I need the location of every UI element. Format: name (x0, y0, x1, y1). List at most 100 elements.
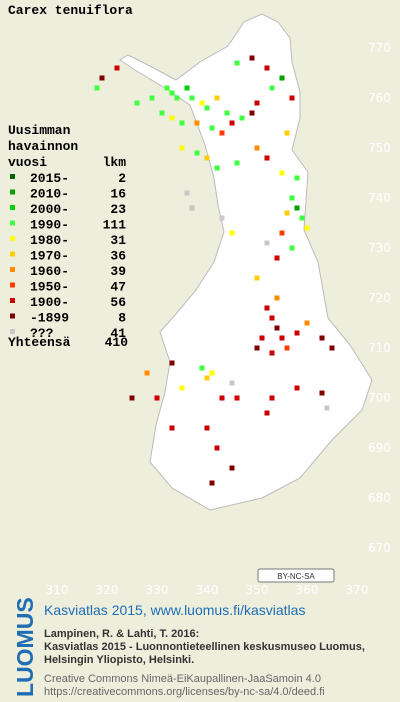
observation-square (229, 120, 235, 126)
legend-header: vuosi (8, 155, 47, 170)
x-tick-label: 340 (196, 583, 219, 597)
legend-label: ??? (30, 326, 54, 341)
x-tick-label: 330 (146, 583, 169, 597)
observation-square (319, 335, 325, 341)
legend-swatch (10, 329, 15, 334)
observation-square (254, 145, 260, 151)
observation-square (219, 130, 225, 136)
y-tick-label: 770 (368, 41, 391, 55)
observation-square (294, 205, 300, 211)
observation-square (169, 90, 175, 96)
observation-square (279, 335, 285, 341)
observation-square (289, 195, 295, 201)
observation-square (209, 370, 215, 376)
license: Creative Commons Nimeä-EiKaupallinen-Jaa… (44, 673, 321, 685)
citation: Kasviatlas 2015 - Luonnontieteellinen ke… (44, 641, 365, 653)
legend-label: 1900- (30, 295, 69, 310)
legend-swatch (10, 282, 15, 288)
observation-square (179, 385, 185, 391)
observation-square (134, 100, 140, 106)
observation-square (169, 115, 175, 121)
legend-total: 410 (105, 335, 129, 350)
observation-square (274, 325, 280, 331)
observation-square (179, 145, 185, 151)
legend-count: 31 (110, 233, 126, 248)
observation-square (204, 155, 210, 161)
y-tick-label: 730 (368, 241, 391, 255)
observation-square (289, 245, 295, 251)
observation-square (264, 155, 270, 161)
observation-square (164, 85, 170, 91)
observation-square (234, 395, 240, 401)
observation-square (214, 95, 220, 101)
observation-square (234, 160, 240, 166)
observation-square (229, 230, 235, 236)
observation-square (284, 345, 290, 351)
observation-square (219, 395, 225, 401)
legend-swatch (10, 251, 15, 257)
observation-square (254, 275, 260, 281)
legend-label: -1899 (30, 311, 69, 326)
y-tick-label: 710 (368, 341, 391, 355)
observation-square (264, 240, 270, 246)
observation-square (199, 100, 205, 106)
observation-square (184, 85, 190, 91)
legend-swatch (10, 189, 15, 195)
legend-count: 111 (103, 218, 127, 233)
x-tick-label: 370 (346, 583, 369, 597)
legend-header: Uusimman (8, 123, 71, 138)
y-tick-label: 670 (368, 541, 391, 555)
license-badge (257, 568, 335, 583)
legend-swatch (10, 205, 15, 210)
observation-square (159, 110, 165, 116)
observation-square (129, 395, 135, 401)
legend-swatch (10, 313, 15, 319)
observation-square (294, 175, 300, 181)
observation-square (279, 230, 285, 236)
y-tick-label: 690 (368, 441, 391, 455)
observation-square (269, 85, 275, 91)
y-tick-label: 680 (368, 491, 391, 505)
observation-square (249, 55, 255, 61)
observation-square (204, 105, 210, 111)
y-tick-label: 740 (368, 191, 391, 205)
legend-swatch (10, 298, 15, 303)
legend-label: 1990- (30, 218, 69, 233)
observation-square (289, 95, 295, 101)
observation-square (214, 445, 220, 451)
observation-square (199, 365, 205, 371)
observation-square (269, 315, 275, 321)
observation-square (324, 405, 330, 411)
observation-square (279, 170, 285, 176)
citation: Lampinen, R. & Lahti, T. 2016: (44, 628, 199, 640)
observation-square (99, 75, 105, 81)
observation-square (154, 395, 160, 401)
observation-square (149, 95, 155, 101)
observation-square (264, 305, 270, 311)
observation-square (299, 215, 305, 221)
legend-label: 1970- (30, 249, 69, 264)
y-tick-label: 720 (368, 291, 391, 305)
legend-count: 56 (110, 295, 126, 310)
observation-square (294, 330, 300, 336)
observation-square (249, 110, 255, 116)
legend-label: 1950- (30, 280, 69, 295)
observation-square (214, 165, 220, 171)
legend-label: 2010- (30, 187, 69, 202)
observation-square (294, 385, 300, 391)
x-tick-label: 350 (246, 583, 269, 597)
legend-count: 23 (110, 202, 126, 217)
observation-square (274, 255, 280, 261)
legend-header: havainnon (8, 139, 78, 154)
license-badge-text: BY-NC-SA (277, 572, 315, 581)
observation-square (264, 65, 270, 71)
observation-square (189, 95, 195, 101)
legend-total-label: Yhteensä (8, 335, 71, 350)
legend-label: 1960- (30, 264, 69, 279)
legend-count: 41 (110, 326, 126, 341)
legend-swatch (10, 267, 15, 272)
observation-square (209, 480, 215, 486)
observation-square (144, 370, 150, 376)
observation-square (184, 190, 190, 196)
